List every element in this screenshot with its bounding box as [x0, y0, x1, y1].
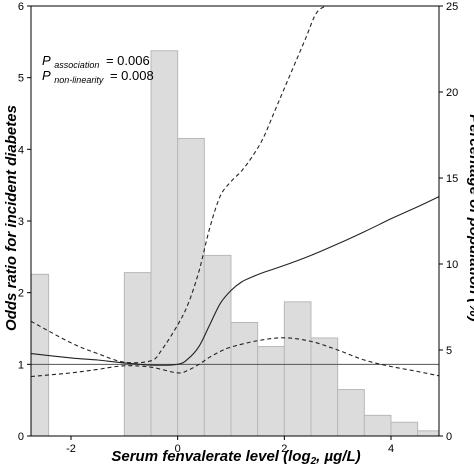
y-tick-label: 3	[18, 216, 24, 228]
p-nonlinearity-annotation: P non-linearity = 0.008	[42, 68, 154, 86]
y2-tick-label: 0	[446, 431, 452, 443]
histogram-bar-5	[203, 254, 232, 437]
x-axis-title: Serum fenvalerate level (log2, µg/L)	[111, 448, 360, 466]
p-association-subscript: association	[54, 60, 99, 70]
histogram-bar-9	[310, 337, 339, 437]
svg-text:P association = 0.: P association = 0.006	[42, 53, 150, 71]
histogram-bar-12	[390, 421, 419, 437]
x-tick-label: 2	[281, 443, 287, 455]
axes: 0 1 2 3 4 5 6 0 5 10 15 20 25 -2 0 2 4	[18, 1, 458, 455]
histogram-bar-4	[177, 137, 205, 437]
y-tick-label: 6	[18, 1, 24, 13]
svg-text:P non-linearity =: P non-linearity = 0.008	[42, 68, 154, 86]
y-tick-label: 5	[18, 73, 24, 85]
histogram-bar-10	[337, 389, 365, 437]
y2-tick-label: 25	[446, 1, 458, 13]
y2-tick-label: 15	[446, 173, 458, 185]
y2-axis-title: Percentage of population (%)	[466, 114, 474, 322]
lower-ci-curve	[31, 337, 439, 378]
y2-tick-label: 20	[446, 87, 458, 99]
x-tick-label: 0	[175, 443, 181, 455]
x-tick-label: 4	[388, 443, 394, 455]
y2-tick-label: 10	[446, 259, 458, 271]
odds-ratio-curve	[31, 196, 439, 366]
p-association-annotation: P association = 0.006	[42, 53, 150, 71]
p-association-symbol: P	[42, 53, 51, 68]
p-nonlinearity-subscript: non-linearity	[54, 75, 104, 85]
histogram-bar-2	[123, 272, 152, 437]
histogram-bar-11	[363, 414, 392, 437]
histogram-bar-8	[283, 301, 312, 437]
histogram-bar-7	[257, 346, 285, 437]
upper-ci-curve	[31, 6, 338, 364]
spline-curves	[31, 6, 439, 378]
histogram-bar-6	[230, 321, 259, 437]
histogram-bar-13	[417, 430, 440, 437]
y-axis-title: Odds ratio for incident diabetes	[3, 105, 20, 331]
y-tick-label: 2	[18, 288, 24, 300]
histogram-bars	[30, 50, 440, 437]
y-tick-label: 0	[18, 431, 24, 443]
p-association-value: = 0.006	[106, 53, 150, 68]
y-tick-label: 4	[18, 144, 24, 156]
x-tick-label: -2	[66, 443, 76, 455]
p-nonlinearity-symbol: P	[42, 68, 51, 83]
y2-tick-label: 5	[446, 345, 452, 357]
histogram-bar-3	[150, 50, 179, 437]
y-tick-label: 1	[18, 359, 24, 371]
p-nonlinearity-value: = 0.008	[110, 68, 154, 83]
